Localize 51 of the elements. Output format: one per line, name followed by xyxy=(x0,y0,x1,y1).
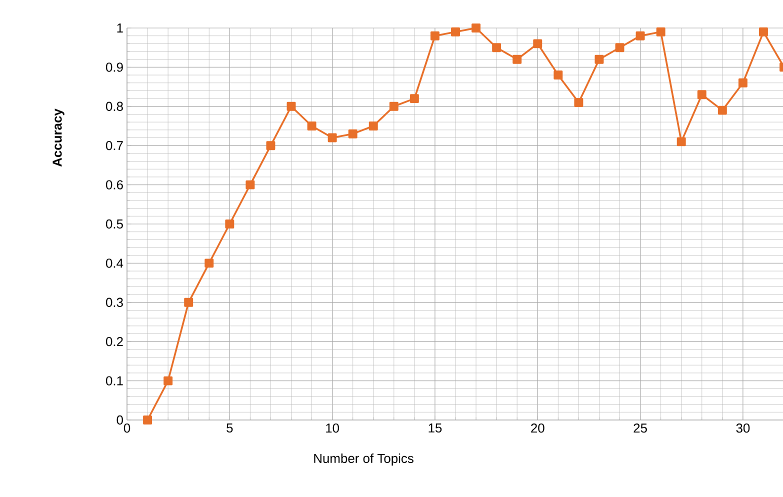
y-tick-label: 0.3 xyxy=(106,298,123,307)
point xyxy=(348,129,358,138)
point xyxy=(184,298,194,307)
point xyxy=(697,90,706,100)
point xyxy=(758,27,768,36)
point xyxy=(594,54,604,64)
x-tick-label: 25 xyxy=(634,424,647,433)
point xyxy=(430,31,440,40)
point xyxy=(307,122,316,130)
x-tick-label: 20 xyxy=(531,424,544,433)
x-axis-title: Number of Topics xyxy=(314,454,414,466)
x-tick-label: 30 xyxy=(736,424,750,433)
y-tick-label: 0.9 xyxy=(106,62,123,72)
y-tick-label: 0.4 xyxy=(106,258,124,268)
y-tick-label: 0 xyxy=(116,415,123,425)
y-tick-label: 0.6 xyxy=(106,180,123,190)
point xyxy=(143,416,152,424)
x-tick-label: 0 xyxy=(124,424,130,433)
point xyxy=(738,78,748,88)
x-tick-label: 5 xyxy=(226,424,233,433)
point xyxy=(615,43,624,52)
x-tick-label: 15 xyxy=(428,424,442,433)
y-tick-label: 0.8 xyxy=(106,102,123,111)
point xyxy=(266,141,276,150)
point xyxy=(676,137,686,146)
y-axis-title: Accuracy xyxy=(52,108,64,167)
point xyxy=(225,220,234,228)
point xyxy=(472,24,481,32)
point xyxy=(389,102,398,111)
point xyxy=(512,54,522,64)
point xyxy=(636,31,645,40)
x-tick-label: 10 xyxy=(326,424,340,433)
point xyxy=(246,180,255,190)
point xyxy=(533,39,542,48)
point xyxy=(164,376,173,386)
y-tick-label: 0.7 xyxy=(106,141,123,150)
point xyxy=(656,27,666,36)
point xyxy=(574,98,584,107)
point xyxy=(368,122,378,130)
y-tick-label: 0.1 xyxy=(106,376,123,386)
point xyxy=(204,258,214,268)
point xyxy=(328,133,337,142)
y-tick-label: 0.2 xyxy=(106,337,123,346)
point xyxy=(286,102,296,111)
point xyxy=(554,70,563,80)
point xyxy=(410,94,419,104)
point xyxy=(492,43,502,52)
y-tick-label: 0.5 xyxy=(106,219,123,229)
point xyxy=(451,27,460,36)
y-tick-label: 1 xyxy=(117,24,123,32)
point xyxy=(718,106,727,115)
